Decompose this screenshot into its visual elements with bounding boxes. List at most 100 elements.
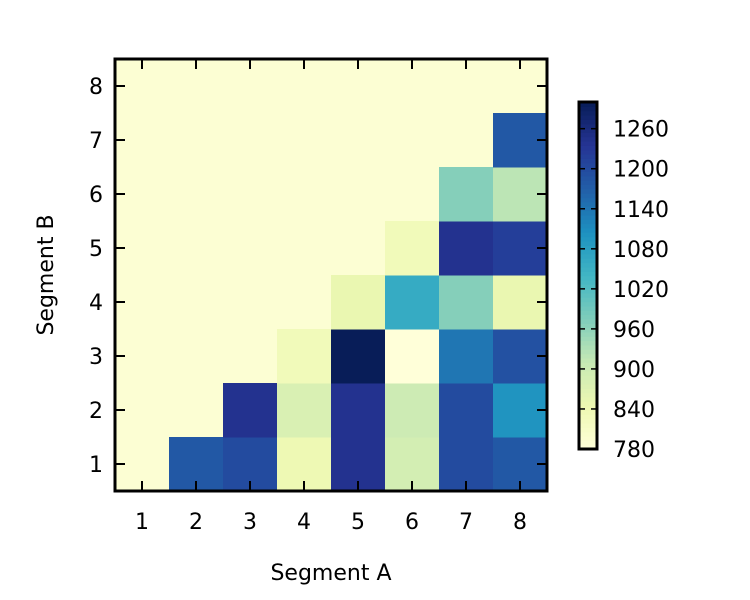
colorbar-segment [579,167,597,172]
colorbar-tick-label: 1020 [613,278,669,303]
colorbar-segment [579,128,597,133]
x-tick-label: 4 [297,510,311,535]
heatmap-cell [223,383,278,438]
colorbar-segment [579,318,597,324]
colorbar-segment [579,288,597,294]
colorbar-segment [579,102,597,107]
y-axis-ticks: 1 2 3 4 5 6 7 8 [89,75,547,478]
colorbar-tick-label: 1200 [613,158,669,183]
colorbar-segment [579,184,597,190]
colorbar-segment [579,396,597,402]
colorbar-segment [579,115,597,120]
colorbar-segment [579,344,597,350]
colorbar-segment [579,375,597,381]
colorbar-segment [579,245,597,251]
colorbar-tick-label: 1260 [613,118,669,143]
plot-frame [113,57,549,493]
colorbar-segment [579,136,597,142]
colorbar-tick-label: 1080 [613,238,669,263]
colorbar: 780 840 900 960 1020 1080 1140 1200 1260 [577,100,669,463]
y-tick-label: 5 [89,237,103,262]
colorbar-segment [579,427,597,433]
heatmap-cell [439,167,494,222]
y-tick-label: 2 [89,399,103,424]
colorbar-segment [579,119,597,125]
heatmap-cell [439,329,494,384]
colorbar-segment [579,418,597,424]
colorbar-segment [579,258,597,264]
colorbar-segment [579,444,597,450]
y-tick-label: 1 [89,453,103,478]
colorbar-segment [579,201,597,207]
colorbar-segment [579,188,597,194]
colorbar-segment [579,422,597,428]
x-tick-label: 1 [135,510,149,535]
colorbar-segment [579,271,597,277]
colorbar-segment [579,223,597,229]
colorbar-segment [579,227,597,233]
colorbar-segment [579,214,597,220]
y-tick-label: 3 [89,345,103,370]
y-tick-label: 7 [89,129,103,154]
heatmap-cells [115,59,548,492]
heatmap-cell [385,275,440,330]
x-axis-ticks: 1 2 3 4 5 6 7 8 [135,59,527,535]
heatmap-cell [439,383,494,438]
colorbar-segment [579,266,597,272]
colorbar-segment [579,349,597,355]
colorbar-segment [579,262,597,268]
colorbar-tick-label: 1140 [613,198,669,223]
colorbar-segment [579,392,597,398]
colorbar-segment [579,145,597,151]
colorbar-segment [579,158,597,164]
y-tick-label: 4 [89,291,103,316]
colorbar-tick-label: 900 [613,358,655,383]
heatmap-cell [331,275,386,330]
heatmap-cell [277,329,332,384]
colorbar-segment [579,362,597,368]
colorbar-segment [579,353,597,359]
colorbar-segment [579,331,597,337]
colorbar-segment [579,383,597,389]
colorbar-segment [579,162,597,168]
x-tick-label: 5 [351,510,365,535]
colorbar-segment [579,193,597,199]
x-tick-label: 6 [405,510,419,535]
colorbar-segment [579,440,597,446]
colorbar-segment [579,275,597,281]
heatmap-cell [439,275,494,330]
x-tick-label: 7 [459,510,473,535]
colorbar-segment [579,154,597,159]
colorbar-segment [579,110,597,116]
colorbar-segment [579,240,597,246]
colorbar-segment [579,414,597,420]
colorbar-segment [579,357,597,363]
colorbar-segment [579,219,597,225]
heatmap-cell [385,383,440,438]
colorbar-segment [579,141,597,146]
colorbar-segment [579,379,597,385]
colorbar-segment [579,431,597,437]
colorbar-segment [579,401,597,407]
colorbar-segment [579,336,597,342]
colorbar-segment [579,305,597,311]
heatmap-cell [439,221,494,276]
colorbar-segment [579,236,597,242]
colorbar-segment [579,175,597,181]
colorbar-segment [579,132,597,138]
colorbar-segment [579,210,597,216]
colorbar-segment [579,249,597,255]
colorbar-segment [579,388,597,394]
y-tick-label: 6 [89,183,103,208]
colorbar-frame [577,100,599,451]
colorbar-segment [579,206,597,212]
x-tick-label: 8 [513,510,527,535]
colorbar-segment [579,409,597,415]
colorbar-segment [579,405,597,411]
colorbar-segment [579,310,597,316]
y-axis-title: Segment B [34,214,59,335]
colorbar-segment [579,301,597,307]
colorbar-segment [579,370,597,376]
heatmap-cell [277,383,332,438]
colorbar-segment [579,292,597,298]
